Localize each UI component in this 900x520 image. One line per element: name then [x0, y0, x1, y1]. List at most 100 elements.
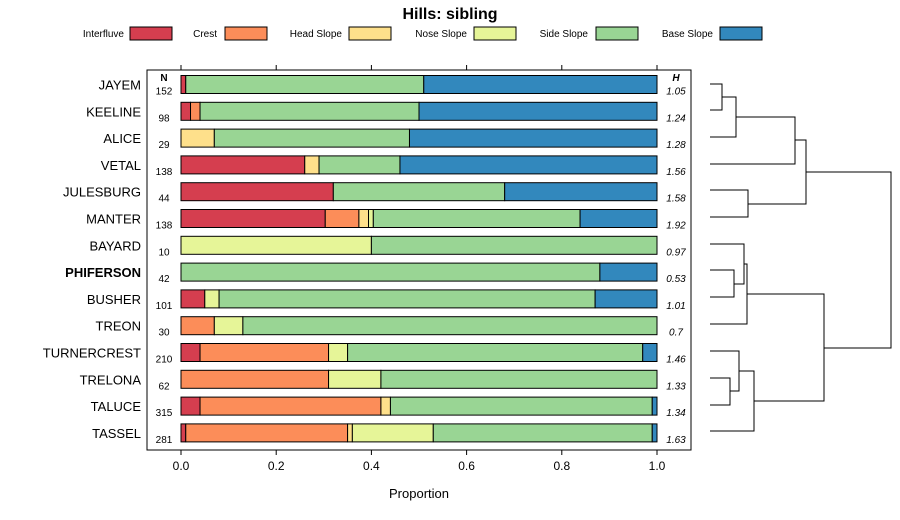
x-tick-label: 0.2: [268, 459, 285, 473]
dendrogram-branch: [710, 189, 749, 218]
legend: Interfluve Crest Head Slope Nose Slope Side …: [83, 26, 763, 41]
x-tick-label: 0.0: [173, 459, 190, 473]
dendrogram-branch: [710, 370, 755, 432]
bar-segment: [180, 369, 330, 389]
bar-segment: [368, 209, 374, 228]
bar-segment: [370, 235, 658, 255]
bar-segment: [399, 155, 658, 175]
category-label: VETAL: [101, 158, 141, 173]
legend-label: Crest: [193, 29, 217, 40]
bar-segment: [180, 182, 334, 202]
bar-segment: [180, 128, 215, 148]
bar-segment: [651, 423, 658, 443]
bar-segment: [180, 396, 201, 416]
legend-label: Nose Slope: [415, 29, 467, 40]
legend-swatch: [473, 26, 517, 41]
category-label: PHIFERSON: [65, 265, 141, 280]
bar-segment: [199, 101, 420, 121]
bar-segment: [504, 182, 658, 202]
category-label: TASSEL: [92, 426, 141, 441]
bar-segment: [180, 209, 326, 228]
legend-label: Base Slope: [662, 29, 714, 40]
dendrogram-branch: [806, 171, 892, 349]
dendrogram-branch: [710, 269, 735, 298]
legend-swatch: [129, 26, 173, 41]
bar-segment: [328, 343, 349, 362]
n-value: 30: [158, 328, 170, 339]
dendrogram-branch: [710, 116, 796, 165]
category-label: TREON: [96, 319, 142, 334]
category-label: BAYARD: [89, 238, 141, 253]
legend-swatch: [595, 26, 639, 41]
category-label: TURNERCREST: [43, 346, 141, 361]
dendrogram-branch: [710, 243, 745, 285]
bar-segment: [351, 423, 434, 443]
bar-segment: [418, 101, 658, 121]
dendrogram-branch: [748, 139, 807, 205]
bar-segment: [199, 343, 330, 362]
bar-segment: [642, 343, 658, 362]
legend-label: Head Slope: [290, 29, 343, 40]
x-axis-label: Proportion: [389, 486, 449, 501]
n-value: 138: [156, 167, 173, 178]
plot-frame: [146, 69, 692, 451]
dendrogram-branch: [710, 96, 737, 138]
x-tick-label: 0.6: [458, 459, 475, 473]
legend-swatch: [348, 26, 392, 41]
n-value: 10: [158, 247, 170, 258]
n-value: 152: [156, 87, 173, 98]
dendrogram: [710, 83, 892, 432]
h-value: 1.46: [666, 355, 686, 366]
h-value: 1.34: [666, 408, 686, 419]
bar-segment: [380, 396, 391, 416]
bar-segment: [180, 101, 192, 121]
n-value: 44: [158, 194, 170, 205]
bar-segment: [180, 262, 601, 282]
dendrogram-branch: [710, 350, 740, 392]
h-value: 0.53: [666, 274, 686, 285]
h-value: 1.05: [666, 87, 686, 98]
h-value: 1.33: [666, 381, 686, 392]
n-value: 62: [158, 381, 170, 392]
h-value: 1.56: [666, 167, 686, 178]
bar-segment: [204, 289, 220, 309]
category-label: TRELONA: [80, 372, 142, 387]
h-value: 1.92: [666, 221, 686, 232]
category-label: TALUCE: [91, 399, 142, 414]
bar-segment: [304, 155, 320, 175]
n-value: 315: [156, 408, 173, 419]
bar-segment: [347, 343, 644, 362]
legend-label: Side Slope: [540, 29, 589, 40]
bar-segment: [372, 209, 581, 228]
bar-segment: [358, 209, 370, 228]
legend-swatch: [224, 26, 268, 41]
bar-segment: [180, 235, 372, 255]
chart-title: Hills: sibling: [402, 6, 497, 23]
h-value: 1.01: [666, 301, 685, 312]
h-value: 1.63: [666, 435, 686, 446]
bar-segment: [213, 316, 244, 336]
category-label: MANTER: [86, 212, 141, 227]
bar-segment: [651, 396, 658, 416]
bar-segment: [389, 396, 653, 416]
bar-segment: [180, 289, 206, 309]
dendrogram-branch: [710, 263, 748, 325]
dendrogram-branch: [710, 83, 723, 111]
bar-segment: [318, 155, 401, 175]
n-value: 210: [156, 355, 173, 366]
bars: JAYEM 152 1.05 KEELINE 98 1.24 ALICE 29 1.28 VETA…: [43, 75, 686, 446]
category-label: JULESBURG: [63, 185, 141, 200]
n-value: 281: [156, 435, 173, 446]
bar-segment: [408, 128, 658, 148]
bar-segment: [180, 316, 215, 336]
bar-segment: [190, 101, 201, 121]
n-value: 101: [156, 301, 173, 312]
bar-segment: [432, 423, 653, 443]
x-tick-label: 0.8: [553, 459, 570, 473]
n-header: N: [160, 73, 167, 84]
category-label: KEELINE: [86, 104, 141, 119]
dendrogram-branch: [710, 377, 731, 406]
bar-segment: [180, 75, 187, 94]
legend-swatch: [719, 26, 763, 41]
